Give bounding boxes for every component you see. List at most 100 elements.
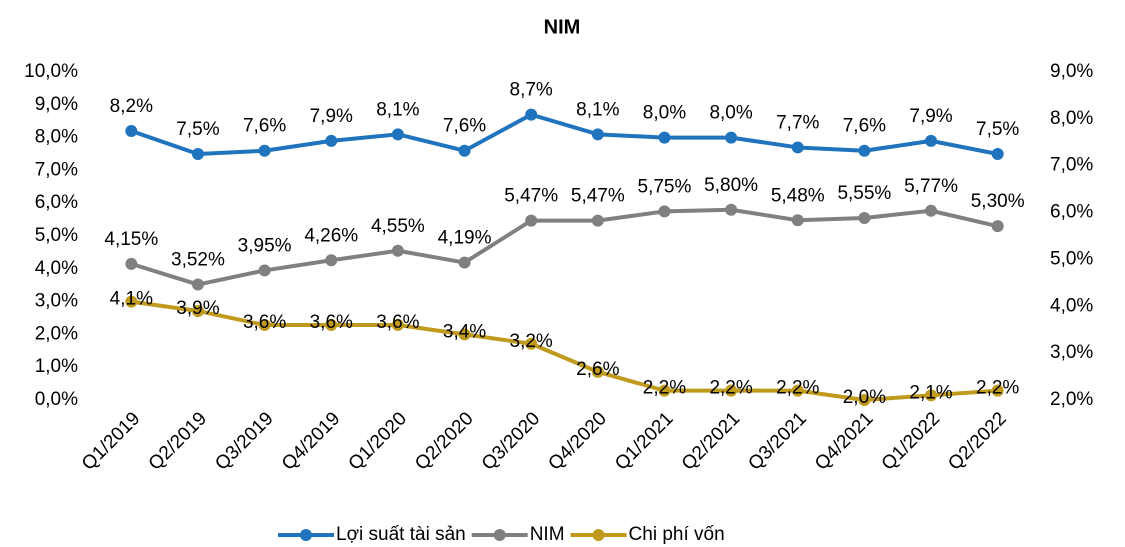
marker (725, 131, 738, 144)
data-label: 2,6% (576, 359, 619, 380)
data-label: 7,5% (976, 119, 1019, 140)
data-label: 2,2% (709, 378, 752, 399)
marker (258, 144, 271, 157)
data-label: 3,6% (243, 312, 286, 333)
data-label: 4,15% (104, 229, 158, 250)
legend-label: Lợi suất tài sản (336, 524, 466, 545)
data-label: 8,0% (643, 103, 686, 124)
marker (725, 384, 738, 397)
series-line (131, 299, 998, 402)
x-tick-label: Q2/2020 (411, 408, 477, 474)
y-tick-label: 10,0% (24, 61, 78, 82)
data-label: 5,55% (837, 183, 891, 204)
series-line (130, 112, 999, 156)
marker (258, 264, 271, 277)
x-tick-label: Q4/2019 (278, 408, 344, 474)
marker (858, 394, 871, 406)
marker (525, 108, 538, 121)
marker (391, 319, 404, 332)
data-label: 7,9% (310, 106, 353, 127)
data-label: 8,0% (709, 103, 752, 124)
data-label: 8,2% (110, 96, 153, 117)
data-label: 5,30% (971, 191, 1025, 212)
y2-tick-label: 4,0% (1050, 295, 1093, 316)
y-tick-label: 1,0% (35, 356, 78, 377)
y2-tick-label: 6,0% (1050, 202, 1093, 223)
y2-tick-label: 3,0% (1050, 342, 1093, 363)
data-label: 7,7% (776, 112, 819, 133)
data-label: 7,5% (176, 119, 219, 140)
y-tick-label: 8,0% (35, 127, 78, 148)
y-tick-label: 7,0% (35, 159, 78, 180)
data-label: 3,2% (510, 331, 553, 352)
marker (791, 214, 804, 227)
marker (591, 214, 604, 227)
marker (925, 204, 938, 217)
marker (458, 256, 471, 269)
marker (125, 295, 138, 308)
y2-tick-label: 7,0% (1050, 155, 1093, 176)
legend-marker (300, 529, 312, 541)
x-tick-label: Q2/2022 (944, 408, 1010, 474)
x-tick-label: Q3/2021 (744, 408, 810, 474)
x-tick-label: Q4/2020 (545, 408, 611, 474)
x-tick-label: Q3/2020 (478, 408, 544, 474)
y2-tick-label: 8,0% (1050, 108, 1093, 129)
y-tick-label: 6,0% (35, 192, 78, 213)
x-tick-label: Q1/2019 (78, 408, 144, 474)
data-label: 7,6% (843, 116, 886, 137)
marker (925, 389, 938, 402)
data-label: 8,1% (576, 99, 619, 120)
marker (791, 384, 804, 397)
marker (991, 148, 1004, 160)
marker (458, 144, 471, 157)
data-label: 5,47% (571, 186, 625, 207)
marker (325, 134, 338, 147)
marker (991, 220, 1004, 233)
x-tick-label: Q4/2021 (811, 408, 877, 474)
x-tick-label: Q1/2020 (345, 408, 411, 474)
marker (725, 203, 738, 216)
data-label: 7,9% (909, 106, 952, 127)
y-tick-label: 0,0% (35, 389, 78, 410)
data-label: 3,4% (443, 321, 486, 342)
y2-tick-label: 2,0% (1050, 389, 1093, 410)
data-label: 4,55% (371, 216, 425, 237)
marker (991, 384, 1004, 397)
data-label: 2,1% (909, 382, 952, 403)
x-tick-label: Q1/2022 (878, 408, 944, 474)
marker (191, 304, 204, 317)
data-label: 3,95% (238, 235, 292, 256)
data-label: 5,47% (504, 186, 558, 207)
series-line (130, 207, 999, 287)
x-tick-label: Q1/2021 (611, 408, 677, 474)
data-label: 7,6% (443, 116, 486, 137)
marker (391, 244, 404, 257)
marker (258, 319, 271, 332)
marker (125, 125, 138, 138)
data-label: 5,77% (904, 176, 958, 197)
marker (658, 131, 671, 144)
marker (658, 205, 671, 218)
y-tick-label: 4,0% (35, 258, 78, 279)
data-label: 2,2% (776, 378, 819, 399)
legend-marker (592, 529, 605, 541)
marker (858, 144, 871, 157)
data-label: 8,7% (510, 80, 553, 101)
data-label: 2,2% (643, 378, 686, 399)
data-label: 4,26% (304, 225, 358, 246)
y-tick-label: 5,0% (35, 225, 78, 246)
marker (525, 337, 538, 350)
marker (391, 128, 404, 141)
marker (125, 257, 138, 270)
x-tick-label: Q3/2019 (211, 408, 277, 474)
data-label: 8,1% (376, 99, 419, 120)
marker (458, 328, 471, 341)
data-label: 4,19% (438, 228, 492, 249)
data-label: 3,6% (376, 312, 419, 333)
chart-title: NIM (544, 16, 581, 38)
x-tick-label: Q2/2019 (145, 408, 211, 474)
marker (325, 319, 338, 332)
marker (591, 128, 604, 141)
